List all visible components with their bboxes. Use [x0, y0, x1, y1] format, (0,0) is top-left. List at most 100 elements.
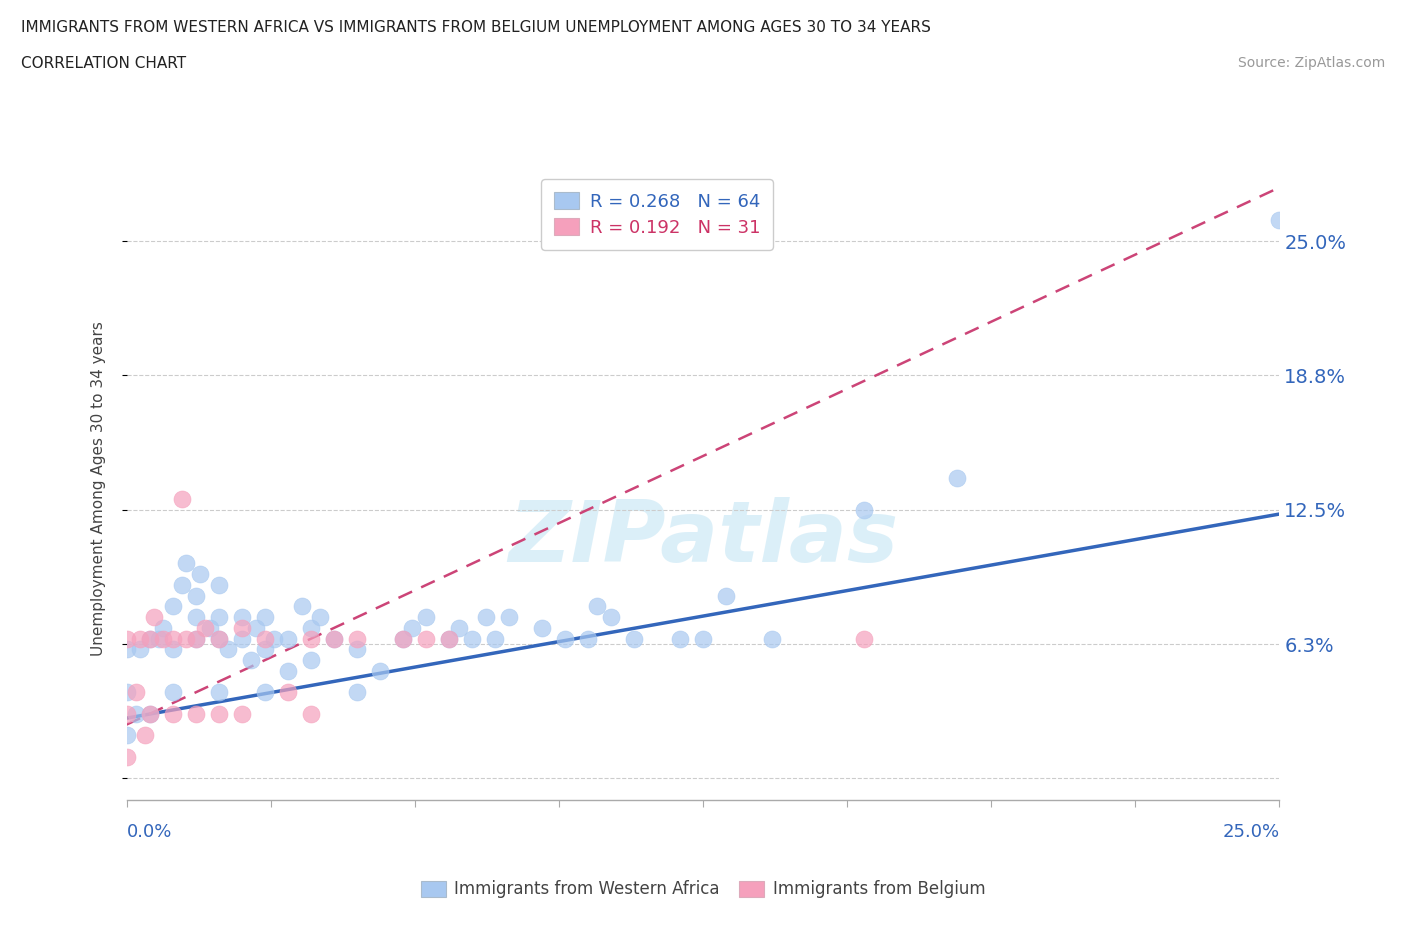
- Point: [162, 599, 184, 614]
- Point: [170, 492, 193, 507]
- Point: [184, 707, 207, 722]
- Text: 25.0%: 25.0%: [1222, 823, 1279, 841]
- Point: [208, 610, 231, 625]
- Point: [853, 631, 876, 646]
- Point: [1268, 212, 1291, 227]
- Point: [253, 631, 276, 646]
- Point: [115, 750, 138, 764]
- Point: [208, 631, 231, 646]
- Point: [576, 631, 599, 646]
- Point: [208, 684, 231, 699]
- Point: [152, 631, 174, 646]
- Point: [240, 653, 263, 668]
- Point: [669, 631, 692, 646]
- Point: [346, 684, 368, 699]
- Point: [184, 631, 207, 646]
- Y-axis label: Unemployment Among Ages 30 to 34 years: Unemployment Among Ages 30 to 34 years: [91, 321, 105, 656]
- Point: [208, 578, 231, 592]
- Point: [148, 631, 170, 646]
- Text: Source: ZipAtlas.com: Source: ZipAtlas.com: [1237, 56, 1385, 70]
- Point: [231, 620, 253, 635]
- Point: [554, 631, 576, 646]
- Point: [198, 620, 221, 635]
- Point: [253, 642, 276, 657]
- Point: [299, 707, 322, 722]
- Point: [125, 707, 148, 722]
- Point: [392, 631, 415, 646]
- Point: [346, 631, 368, 646]
- Point: [129, 642, 152, 657]
- Point: [599, 610, 621, 625]
- Point: [129, 631, 152, 646]
- Point: [138, 707, 160, 722]
- Point: [162, 642, 184, 657]
- Point: [184, 610, 207, 625]
- Point: [263, 631, 285, 646]
- Text: CORRELATION CHART: CORRELATION CHART: [21, 56, 186, 71]
- Point: [323, 631, 346, 646]
- Point: [692, 631, 714, 646]
- Point: [125, 684, 148, 699]
- Point: [115, 642, 138, 657]
- Legend: Immigrants from Western Africa, Immigrants from Belgium: Immigrants from Western Africa, Immigran…: [413, 873, 993, 905]
- Point: [115, 631, 138, 646]
- Point: [461, 631, 484, 646]
- Point: [439, 631, 461, 646]
- Point: [484, 631, 506, 646]
- Point: [623, 631, 645, 646]
- Point: [115, 707, 138, 722]
- Point: [162, 631, 184, 646]
- Point: [152, 620, 174, 635]
- Point: [194, 620, 217, 635]
- Point: [346, 642, 368, 657]
- Point: [188, 566, 211, 581]
- Point: [162, 684, 184, 699]
- Point: [475, 610, 498, 625]
- Point: [299, 653, 322, 668]
- Point: [447, 620, 470, 635]
- Point: [208, 707, 231, 722]
- Point: [415, 631, 437, 646]
- Point: [170, 578, 193, 592]
- Point: [208, 631, 231, 646]
- Point: [530, 620, 553, 635]
- Point: [176, 556, 198, 571]
- Point: [245, 620, 267, 635]
- Point: [277, 631, 299, 646]
- Point: [134, 728, 156, 743]
- Point: [138, 631, 160, 646]
- Point: [231, 707, 253, 722]
- Point: [277, 663, 299, 678]
- Point: [184, 589, 207, 604]
- Text: 0.0%: 0.0%: [127, 823, 172, 841]
- Point: [115, 728, 138, 743]
- Point: [945, 470, 967, 485]
- Point: [415, 610, 437, 625]
- Point: [115, 684, 138, 699]
- Point: [323, 631, 346, 646]
- Text: IMMIGRANTS FROM WESTERN AFRICA VS IMMIGRANTS FROM BELGIUM UNEMPLOYMENT AMONG AGE: IMMIGRANTS FROM WESTERN AFRICA VS IMMIGR…: [21, 20, 931, 35]
- Point: [401, 620, 423, 635]
- Point: [291, 599, 314, 614]
- Point: [176, 631, 198, 646]
- Legend: R = 0.268   N = 64, R = 0.192   N = 31: R = 0.268 N = 64, R = 0.192 N = 31: [541, 179, 773, 249]
- Point: [853, 502, 876, 517]
- Point: [299, 631, 322, 646]
- Point: [761, 631, 783, 646]
- Point: [277, 684, 299, 699]
- Point: [143, 610, 166, 625]
- Point: [162, 707, 184, 722]
- Point: [231, 631, 253, 646]
- Point: [498, 610, 520, 625]
- Point: [138, 707, 160, 722]
- Text: ZIPatlas: ZIPatlas: [508, 497, 898, 579]
- Point: [138, 631, 160, 646]
- Point: [392, 631, 415, 646]
- Point: [439, 631, 461, 646]
- Point: [309, 610, 332, 625]
- Point: [231, 610, 253, 625]
- Point: [299, 620, 322, 635]
- Point: [253, 610, 276, 625]
- Point: [253, 684, 276, 699]
- Point: [184, 631, 207, 646]
